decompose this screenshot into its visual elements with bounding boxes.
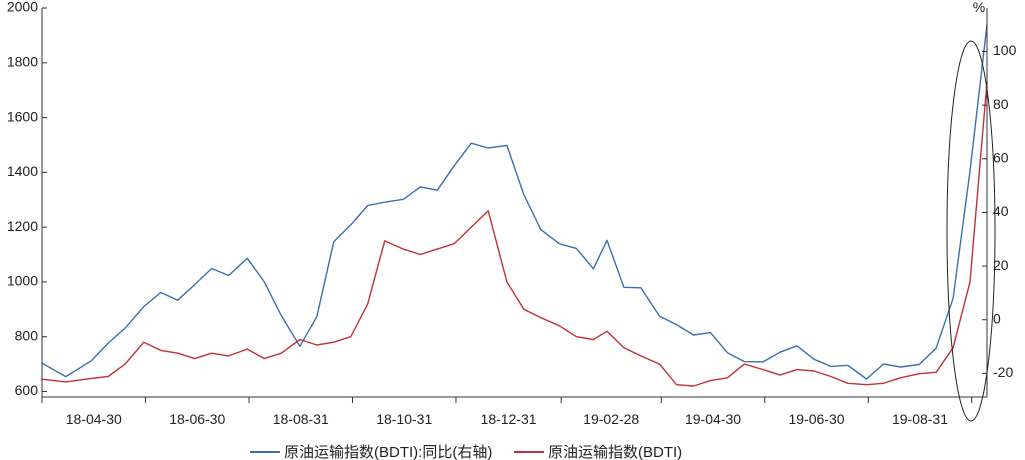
left-tick-label: 1600 [7,108,38,124]
series-line-bdti [41,81,988,387]
legend-label-bdti: 原油运输指数(BDTI) [548,444,682,460]
x-tick-label: 19-02-28 [583,411,639,427]
left-tick-label: 1400 [7,163,38,179]
left-axis-ticks: 600 800 1000 1200 1400 1600 1800 2000 [7,0,47,398]
x-tick-label: 19-06-30 [788,411,844,427]
plot-lines [41,24,988,387]
x-tick-label: 18-08-31 [273,411,329,427]
left-tick-label: 2000 [7,0,38,15]
x-tick-label: 19-04-30 [685,411,741,427]
x-tick-label: 18-04-30 [66,411,122,427]
x-tick-label: 18-06-30 [169,411,225,427]
left-tick-label: 1200 [7,218,38,234]
right-tick-label: 60 [993,149,1009,165]
highlight-ellipse [946,40,996,422]
right-tick-label: 40 [993,203,1009,219]
left-tick-label: 1000 [7,273,38,289]
right-axis-unit: % [973,0,985,15]
legend-label-yoy: 原油运输指数(BDTI):同比(右轴) [284,444,492,460]
x-tick-label: 18-10-31 [376,411,432,427]
x-tick-label: 18-12-31 [481,411,537,427]
legend: 原油运输指数(BDTI):同比(右轴) 原油运输指数(BDTI) [250,444,682,460]
left-tick-label: 800 [15,327,39,343]
right-tick-label: 20 [993,257,1009,273]
right-tick-label: -20 [993,364,1013,380]
x-tick-label: 19-08-31 [892,411,948,427]
series-line-bdti-yoy [41,24,988,380]
right-tick-label: 100 [993,42,1017,58]
right-tick-label: 80 [993,96,1009,112]
right-tick-label: 0 [993,310,1001,326]
x-axis-ticks: 18-04-30 18-06-30 18-08-31 18-10-31 18-1… [41,397,973,427]
right-axis-ticks: -20 0 20 40 60 80 100 [982,42,1017,380]
left-tick-label: 600 [15,382,39,398]
left-tick-label: 1800 [7,53,38,69]
